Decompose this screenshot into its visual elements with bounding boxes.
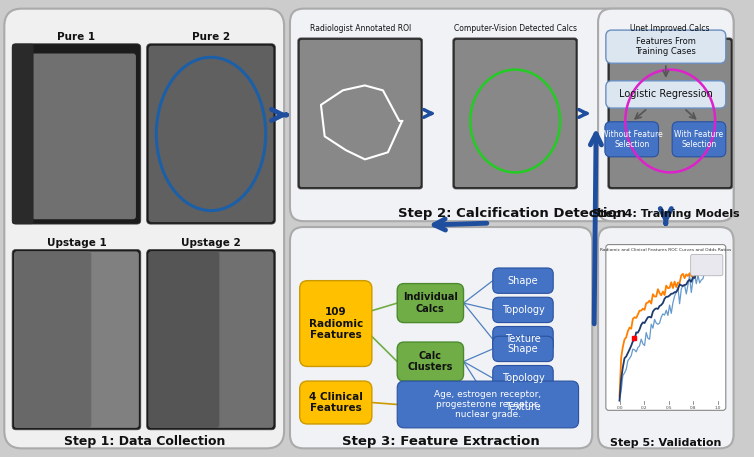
Text: Shape: Shape	[507, 344, 538, 354]
Text: Pure 1: Pure 1	[57, 32, 96, 42]
FancyBboxPatch shape	[147, 44, 275, 224]
Text: Step 1: Data Collection: Step 1: Data Collection	[63, 435, 225, 448]
Text: Pure 2: Pure 2	[192, 32, 230, 42]
FancyBboxPatch shape	[397, 284, 464, 323]
Text: 4 Clinical
Features: 4 Clinical Features	[309, 392, 363, 413]
FancyBboxPatch shape	[149, 46, 274, 222]
FancyBboxPatch shape	[493, 297, 553, 323]
FancyBboxPatch shape	[608, 38, 733, 189]
FancyBboxPatch shape	[290, 227, 592, 448]
Text: Logistic Regression: Logistic Regression	[619, 90, 713, 100]
FancyBboxPatch shape	[606, 81, 726, 108]
FancyBboxPatch shape	[493, 395, 553, 420]
FancyBboxPatch shape	[397, 381, 578, 428]
Text: Radiomic and Clinical Features ROC Curves and Odds Ratios: Radiomic and Clinical Features ROC Curve…	[600, 249, 731, 252]
Text: Age, estrogen receptor,
progesterone receptor,
nuclear grade.: Age, estrogen receptor, progesterone rec…	[434, 389, 541, 420]
FancyBboxPatch shape	[453, 38, 578, 189]
FancyBboxPatch shape	[149, 251, 219, 428]
Text: Individual
Calcs: Individual Calcs	[403, 292, 458, 314]
Text: 0.0: 0.0	[616, 406, 623, 410]
Text: 0.8: 0.8	[690, 406, 697, 410]
Text: Step 5: Validation: Step 5: Validation	[610, 437, 722, 447]
Text: Topology: Topology	[501, 373, 544, 383]
Text: Step 4: Training Models: Step 4: Training Models	[592, 209, 740, 219]
FancyBboxPatch shape	[493, 268, 553, 293]
Text: Calc
Clusters: Calc Clusters	[408, 351, 453, 372]
Text: 0.5: 0.5	[666, 406, 672, 410]
FancyBboxPatch shape	[300, 281, 372, 367]
FancyBboxPatch shape	[14, 251, 139, 428]
Text: 1.0: 1.0	[715, 406, 721, 410]
Text: 109
Radiomic
Features: 109 Radiomic Features	[308, 307, 363, 340]
FancyBboxPatch shape	[493, 366, 553, 391]
FancyBboxPatch shape	[300, 40, 421, 187]
Text: Features From
Training Cases: Features From Training Cases	[636, 37, 696, 56]
FancyBboxPatch shape	[598, 227, 734, 448]
FancyBboxPatch shape	[605, 122, 658, 157]
FancyBboxPatch shape	[149, 251, 274, 428]
FancyBboxPatch shape	[691, 255, 723, 276]
FancyBboxPatch shape	[672, 122, 726, 157]
Text: Topology: Topology	[501, 305, 544, 315]
FancyBboxPatch shape	[147, 250, 275, 430]
FancyBboxPatch shape	[606, 244, 726, 410]
FancyBboxPatch shape	[14, 251, 91, 428]
FancyBboxPatch shape	[598, 9, 734, 221]
FancyBboxPatch shape	[493, 326, 553, 352]
FancyBboxPatch shape	[606, 30, 726, 63]
FancyBboxPatch shape	[12, 44, 141, 224]
FancyBboxPatch shape	[298, 38, 422, 189]
Text: Computer-Vision Detected Calcs: Computer-Vision Detected Calcs	[454, 24, 577, 33]
FancyBboxPatch shape	[397, 342, 464, 381]
FancyBboxPatch shape	[290, 9, 734, 221]
Text: Unet Improved Calcs: Unet Improved Calcs	[630, 24, 710, 33]
FancyBboxPatch shape	[5, 9, 284, 448]
Text: Texture: Texture	[505, 403, 541, 412]
FancyBboxPatch shape	[12, 44, 34, 224]
FancyBboxPatch shape	[610, 40, 731, 187]
Text: Upstage 1: Upstage 1	[47, 238, 106, 248]
FancyBboxPatch shape	[300, 381, 372, 424]
Text: Radiologist Annotated ROI: Radiologist Annotated ROI	[310, 24, 411, 33]
Text: Without Feature
Selection: Without Feature Selection	[601, 130, 663, 149]
Text: Step 3: Feature Extraction: Step 3: Feature Extraction	[342, 435, 540, 448]
Text: Texture: Texture	[505, 334, 541, 344]
FancyBboxPatch shape	[493, 336, 553, 361]
Text: Shape: Shape	[507, 276, 538, 286]
FancyBboxPatch shape	[455, 40, 575, 187]
Text: Upstage 2: Upstage 2	[181, 238, 241, 248]
Text: 0.2: 0.2	[641, 406, 648, 410]
FancyBboxPatch shape	[12, 250, 141, 430]
FancyBboxPatch shape	[32, 53, 136, 219]
Text: Step 2: Calcification Detection: Step 2: Calcification Detection	[397, 207, 626, 220]
Text: With Feature
Selection: With Feature Selection	[674, 130, 724, 149]
